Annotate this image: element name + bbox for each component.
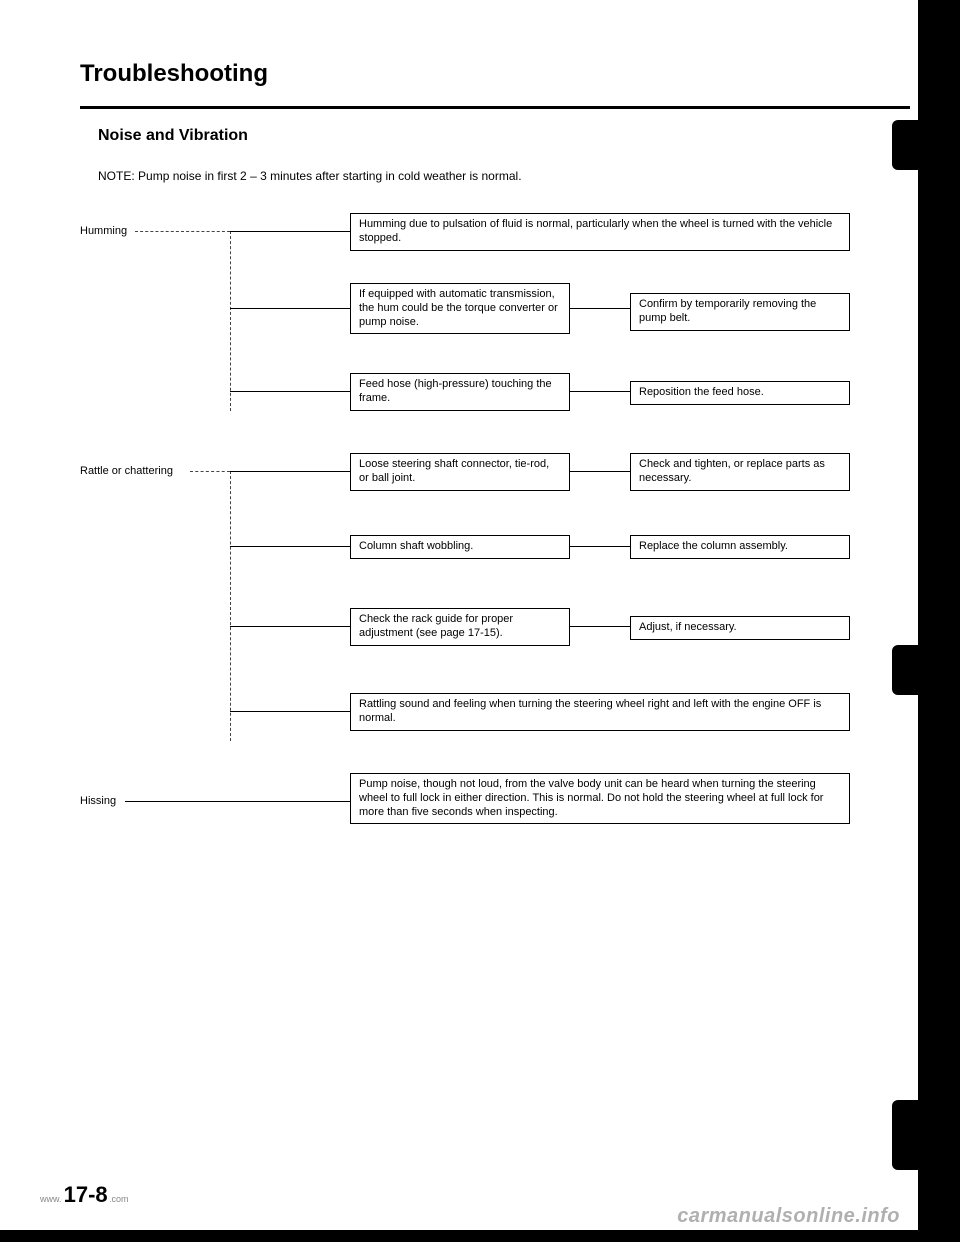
connector — [570, 391, 630, 392]
box-pump-noise: Pump noise, though not loud, from the va… — [350, 773, 850, 824]
connector — [570, 626, 630, 627]
connector — [230, 471, 350, 472]
connector — [230, 308, 350, 309]
connector — [230, 471, 231, 741]
connector — [230, 391, 350, 392]
box-adjust-nec: Adjust, if necessary. — [630, 616, 850, 640]
connector — [230, 546, 350, 547]
box-confirm-belt: Confirm by temporarily removing the pump… — [630, 293, 850, 331]
box-check-rack: Check the rack guide for proper adjustme… — [350, 608, 570, 646]
connector — [190, 471, 230, 472]
watermark: carmanualsonline.info — [677, 1205, 900, 1228]
connector — [230, 231, 350, 232]
note-label: NOTE: — [98, 169, 135, 183]
page-number: 17-8 — [62, 1182, 110, 1207]
title-rule — [80, 106, 910, 109]
note-text: Pump noise in first 2 – 3 minutes after … — [138, 169, 522, 183]
box-replace-column: Replace the column assembly. — [630, 535, 850, 559]
connector — [570, 308, 630, 309]
connector — [230, 231, 231, 411]
page-title: Troubleshooting — [80, 60, 910, 88]
note-line: NOTE: Pump noise in first 2 – 3 minutes … — [98, 169, 910, 183]
section-subtitle: Noise and Vibration — [98, 127, 910, 145]
box-column-wobble: Column shaft wobbling. — [350, 535, 570, 559]
connector — [230, 626, 350, 627]
flow-diagram: Humming Humming due to pulsation of flui… — [80, 213, 910, 893]
box-loose-shaft: Loose steering shaft connector, tie-rod,… — [350, 453, 570, 491]
page-content: Troubleshooting Noise and Vibration NOTE… — [0, 0, 960, 893]
symptom-humming: Humming — [80, 225, 127, 237]
box-feed-hose: Feed hose (high-pressure) touching the f… — [350, 373, 570, 411]
box-reposition-hose: Reposition the feed hose. — [630, 381, 850, 405]
box-check-tighten: Check and tighten, or replace parts as n… — [630, 453, 850, 491]
symptom-rattle: Rattle or chattering — [80, 465, 173, 477]
page-number-area: www.emanualpro.com 17-8 — [40, 1182, 129, 1208]
bottom-bar — [0, 1230, 960, 1242]
connector — [230, 711, 350, 712]
connector — [570, 546, 630, 547]
connector — [135, 231, 230, 232]
box-auto-trans: If equipped with automatic transmission,… — [350, 283, 570, 334]
box-humming-main: Humming due to pulsation of fluid is nor… — [350, 213, 850, 251]
box-rattling-off: Rattling sound and feeling when turning … — [350, 693, 850, 731]
connector — [125, 801, 350, 802]
connector — [570, 471, 630, 472]
tab-lower — [892, 1100, 918, 1170]
symptom-hissing: Hissing — [80, 795, 116, 807]
